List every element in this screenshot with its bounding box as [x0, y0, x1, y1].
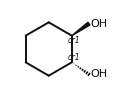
Polygon shape	[72, 22, 90, 36]
Text: or1: or1	[68, 36, 81, 45]
Text: OH: OH	[91, 69, 108, 79]
Text: or1: or1	[68, 53, 81, 62]
Text: OH: OH	[91, 19, 108, 29]
